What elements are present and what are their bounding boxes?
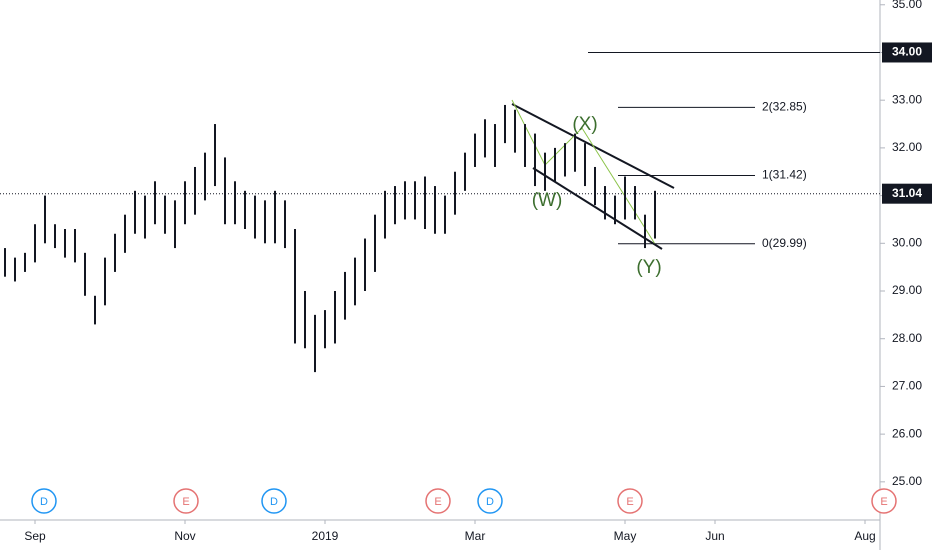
y-tick-label: 25.00 (892, 474, 922, 488)
y-tick-label: 29.00 (892, 283, 922, 297)
target-badge (882, 42, 932, 63)
event-label: D (40, 496, 48, 508)
x-tick-label: Aug (854, 529, 875, 543)
fib-label: 0(29.99) (762, 236, 807, 250)
channel-lower (532, 167, 663, 250)
x-tick-label: May (614, 529, 637, 543)
event-label: E (434, 496, 441, 508)
event-label: E (626, 496, 633, 508)
wave-label: (W) (532, 190, 563, 211)
y-tick-label: 33.00 (892, 92, 922, 106)
wave-label: (Y) (636, 257, 661, 278)
event-marker (173, 488, 199, 514)
y-tick-label: 35.00 (892, 0, 922, 11)
x-tick-label: Nov (174, 529, 195, 543)
event-label: D (486, 496, 494, 508)
y-tick-label: 27.00 (892, 379, 922, 393)
last-price-label: 31.04 (892, 186, 922, 200)
event-marker (425, 488, 451, 514)
wave-path (511, 99, 656, 245)
event-label: E (880, 496, 887, 508)
event-marker (31, 488, 57, 514)
x-tick-label: 2019 (312, 529, 339, 543)
event-marker (617, 488, 643, 514)
wave-label: (X) (572, 114, 597, 135)
x-tick-label: Jun (705, 529, 724, 543)
x-tick-label: Mar (465, 529, 486, 543)
y-tick-label: 28.00 (892, 331, 922, 345)
event-label: E (182, 496, 189, 508)
event-marker (477, 488, 503, 514)
fib-label: 2(32.85) (762, 100, 807, 114)
x-tick-label: Sep (24, 529, 46, 543)
event-marker (261, 488, 287, 514)
fib-label: 1(31.42) (762, 168, 807, 182)
last-price-badge (882, 183, 932, 204)
event-label: D (270, 496, 278, 508)
y-tick-label: 30.00 (892, 235, 922, 249)
target-label: 34.00 (892, 45, 922, 59)
event-marker (871, 488, 897, 514)
y-tick-label: 26.00 (892, 426, 922, 440)
y-tick-label: 32.00 (892, 140, 922, 154)
